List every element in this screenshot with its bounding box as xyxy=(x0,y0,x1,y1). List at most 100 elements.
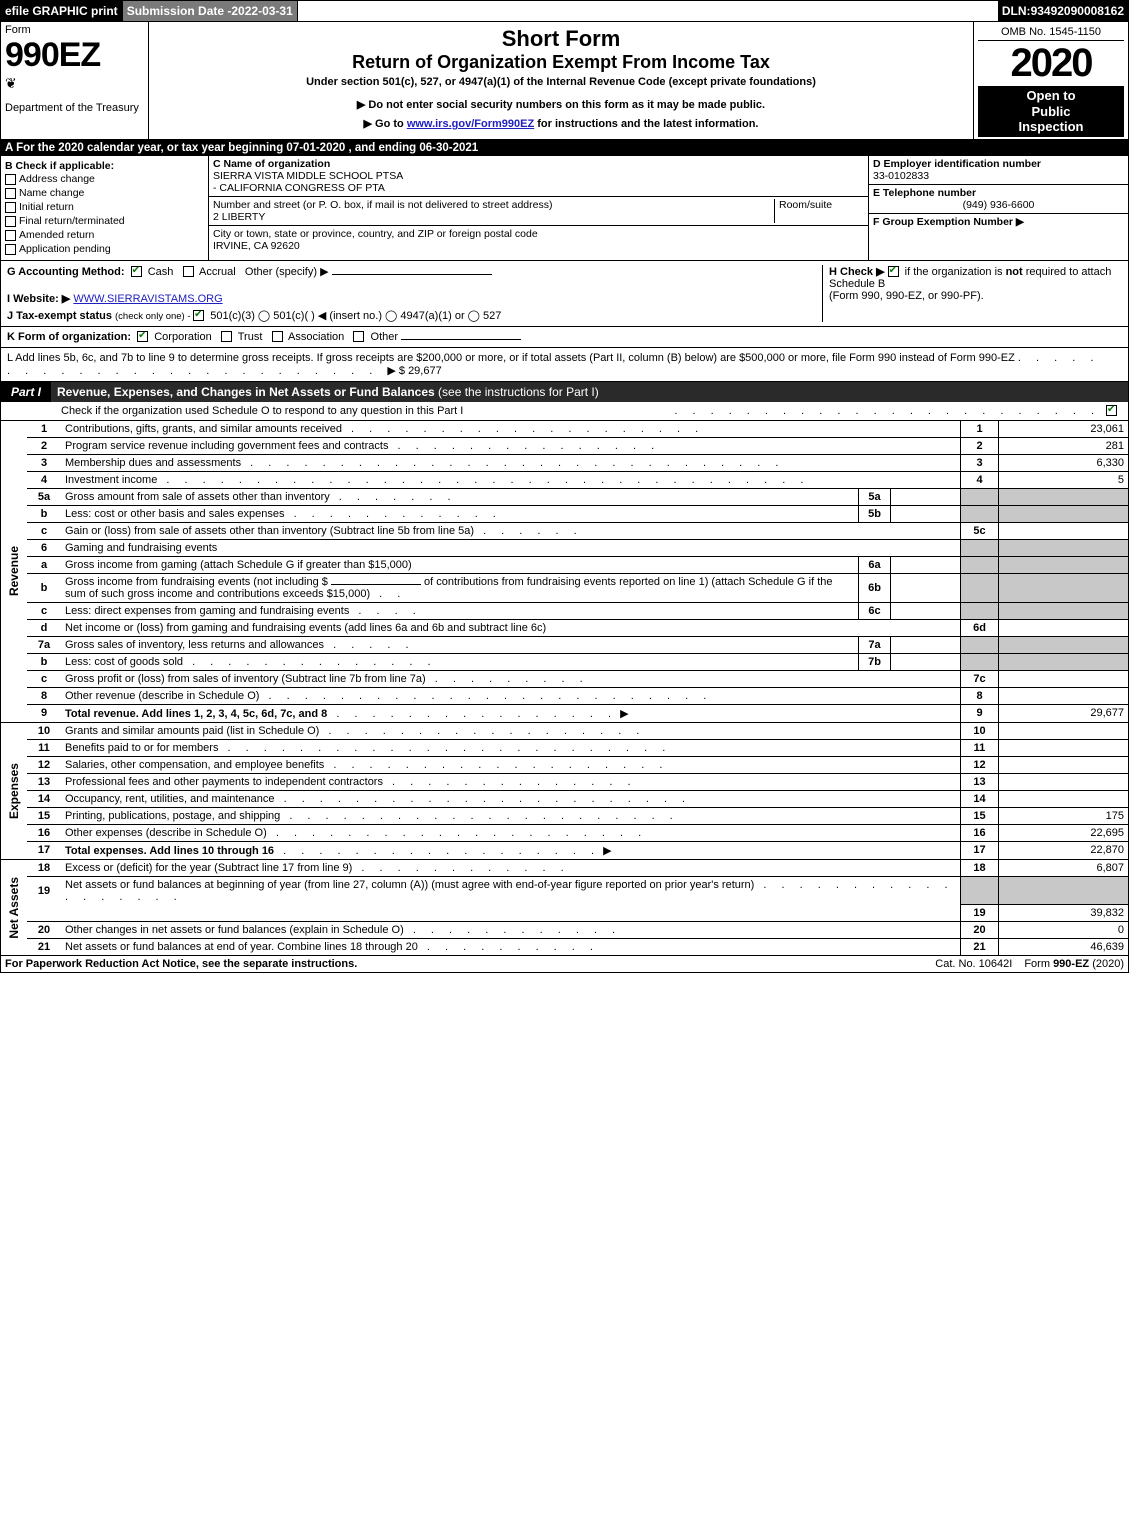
line-9-value: 29,677 xyxy=(999,704,1129,722)
part-i-title: Revenue, Expenses, and Changes in Net As… xyxy=(51,382,1128,402)
line-6d-value xyxy=(999,619,1129,636)
form-label: Form xyxy=(5,24,144,36)
line-10-value xyxy=(999,722,1129,739)
detail-block: B Check if applicable: Address change Na… xyxy=(0,156,1129,261)
line-19-value: 39,832 xyxy=(999,905,1129,922)
line-20-value: 0 xyxy=(999,922,1129,939)
chk-name-change[interactable]: Name change xyxy=(5,186,204,200)
box-b-label: B Check if applicable: xyxy=(5,160,204,172)
line-8-value xyxy=(999,687,1129,704)
chk-application-pending[interactable]: Application pending xyxy=(5,242,204,256)
submission-date-label: Submission Date - xyxy=(127,4,232,18)
box-d-label: D Employer identification number xyxy=(873,158,1124,170)
ein-value: 33-0102833 xyxy=(873,170,1124,182)
schedule-o-check-line: Check if the organization used Schedule … xyxy=(0,402,1129,421)
cat-no: Cat. No. 10642I xyxy=(923,958,1024,970)
part-i-header: Part I Revenue, Expenses, and Changes in… xyxy=(0,382,1129,402)
line-5a-value xyxy=(891,488,961,505)
line-l: L Add lines 5b, 6c, and 7b to line 9 to … xyxy=(0,348,1129,382)
line-3-value: 6,330 xyxy=(999,454,1129,471)
line-7c-value xyxy=(999,670,1129,687)
chk-cash[interactable] xyxy=(131,266,142,277)
chk-accrual[interactable] xyxy=(183,266,194,277)
chk-schedule-o-part1[interactable] xyxy=(1106,405,1117,416)
line-4-value: 5 xyxy=(999,471,1129,488)
chk-schedule-b-not-required[interactable] xyxy=(888,266,899,277)
irs-link[interactable]: www.irs.gov/Form990EZ xyxy=(407,118,534,130)
omb-number: OMB No. 1545-1150 xyxy=(978,24,1124,41)
line-1-value: 23,061 xyxy=(999,421,1129,438)
part-i-tab: Part I xyxy=(1,382,51,402)
top-bar: efile GRAPHIC print Submission Date - 20… xyxy=(0,0,1129,22)
box-c: C Name of organization SIERRA VISTA MIDD… xyxy=(209,156,868,260)
part-i-table: Revenue 1 Contributions, gifts, grants, … xyxy=(0,421,1129,957)
street-label: Number and street (or P. O. box, if mail… xyxy=(213,199,774,211)
chk-501c3[interactable] xyxy=(193,310,204,321)
chk-initial-return[interactable]: Initial return xyxy=(5,200,204,214)
line-5b-value xyxy=(891,505,961,522)
submission-date-value: 2022-03-31 xyxy=(231,4,292,18)
footer: For Paperwork Reduction Act Notice, see … xyxy=(0,956,1129,973)
website-link[interactable]: WWW.SIERRAVISTAMS.ORG xyxy=(73,293,222,305)
line-k: K Form of organization: Corporation Trus… xyxy=(0,327,1129,348)
topbar-spacer xyxy=(298,1,998,21)
line-6a-value xyxy=(891,556,961,573)
note-ssn: ▶ Do not enter social security numbers o… xyxy=(155,98,967,111)
line-7b-value xyxy=(891,653,961,670)
line-12-value xyxy=(999,756,1129,773)
line-17-value: 22,870 xyxy=(999,841,1129,859)
box-b: B Check if applicable: Address change Na… xyxy=(1,156,209,260)
section-a-period: A For the 2020 calendar year, or tax yea… xyxy=(0,140,1129,156)
tax-year: 2020 xyxy=(978,41,1124,86)
org-name2: - CALIFORNIA CONGRESS OF PTA xyxy=(213,182,864,194)
line-6b-value xyxy=(891,573,961,602)
treasury-dept: Department of the Treasury xyxy=(5,102,144,114)
form-ref: Form 990-EZ (2020) xyxy=(1024,958,1124,970)
line-6b-contrib-input[interactable] xyxy=(331,584,421,585)
revenue-label: Revenue xyxy=(5,546,23,596)
line-7a-value xyxy=(891,636,961,653)
other-org-input[interactable] xyxy=(401,339,521,340)
subtitle: Under section 501(c), 527, or 4947(a)(1)… xyxy=(155,76,967,88)
form-header: Form 990EZ ❦ Department of the Treasury … xyxy=(0,22,1129,140)
header-right: OMB No. 1545-1150 2020 Open to Public In… xyxy=(973,22,1128,139)
line-11-value xyxy=(999,739,1129,756)
gh-block: G Accounting Method: Cash Accrual Other … xyxy=(0,261,1129,327)
chk-final-return[interactable]: Final return/terminated xyxy=(5,214,204,228)
chk-amended-return[interactable]: Amended return xyxy=(5,228,204,242)
line-18-value: 6,807 xyxy=(999,859,1129,876)
city-label: City or town, state or province, country… xyxy=(213,228,864,240)
line-21-value: 46,639 xyxy=(999,939,1129,956)
line-15-value: 175 xyxy=(999,807,1129,824)
box-def: D Employer identification number 33-0102… xyxy=(868,156,1128,260)
net-assets-label: Net Assets xyxy=(5,877,23,939)
efile-graphic-print[interactable]: efile GRAPHIC print xyxy=(1,1,123,21)
chk-other-org[interactable] xyxy=(353,331,364,342)
org-name: SIERRA VISTA MIDDLE SCHOOL PTSA xyxy=(213,170,864,182)
open-to-public: Open to Public Inspection xyxy=(978,86,1124,137)
header-left: Form 990EZ ❦ Department of the Treasury xyxy=(1,22,149,139)
line-13-value xyxy=(999,773,1129,790)
gross-receipts: 29,677 xyxy=(408,365,442,377)
other-specify-input[interactable] xyxy=(332,274,492,275)
line-i: I Website: ▶ WWW.SIERRAVISTAMS.ORG xyxy=(7,292,816,305)
line-2-value: 281 xyxy=(999,437,1129,454)
form-number: 990EZ xyxy=(5,36,144,75)
note-goto: ▶ Go to www.irs.gov/Form990EZ for instru… xyxy=(155,117,967,130)
chk-corporation[interactable] xyxy=(137,331,148,342)
submission-date-cell: Submission Date - 2022-03-31 xyxy=(123,1,298,21)
box-f-label: F Group Exemption Number ▶ xyxy=(873,216,1024,228)
line-5c-value xyxy=(999,522,1129,539)
telephone-value: (949) 936-6600 xyxy=(873,199,1124,211)
line-6c-value xyxy=(891,602,961,619)
paperwork-notice: For Paperwork Reduction Act Notice, see … xyxy=(5,958,923,970)
chk-address-change[interactable]: Address change xyxy=(5,172,204,186)
chk-trust[interactable] xyxy=(221,331,232,342)
line-14-value xyxy=(999,790,1129,807)
line-j: J Tax-exempt status (check only one) - 5… xyxy=(7,309,816,322)
title-return: Return of Organization Exempt From Incom… xyxy=(155,52,967,73)
city-value: IRVINE, CA 92620 xyxy=(213,240,864,252)
line-h: H Check ▶ if the organization is not req… xyxy=(822,265,1122,322)
title-short-form: Short Form xyxy=(155,26,967,52)
chk-association[interactable] xyxy=(272,331,283,342)
